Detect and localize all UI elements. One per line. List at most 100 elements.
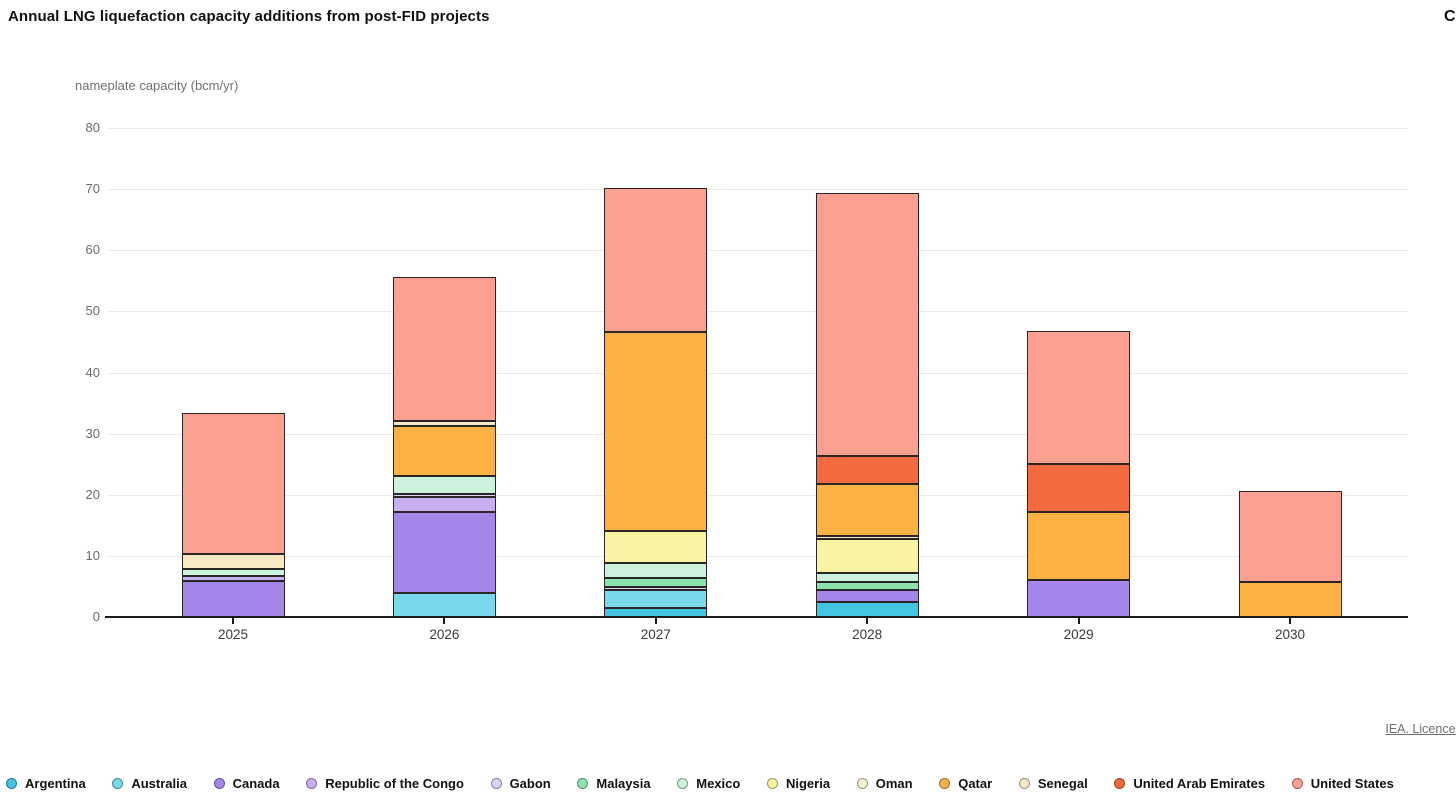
- legend-label: Argentina: [25, 776, 86, 791]
- gridline: [108, 128, 1408, 129]
- bar-segment-2028-united-arab-emirates[interactable]: [815, 456, 919, 485]
- bar-segment-2025-united-states[interactable]: [181, 413, 285, 555]
- bar-segment-2026-senegal[interactable]: [392, 421, 496, 427]
- y-axis-tick-label: 80: [85, 120, 100, 135]
- gridline: [108, 372, 1408, 374]
- legend-label: Republic of the Congo: [325, 776, 464, 791]
- bar-segment-2029-canada[interactable]: [1027, 580, 1131, 617]
- bar-segment-2028-canada[interactable]: [815, 590, 919, 602]
- bar-segment-2025-senegal[interactable]: [181, 554, 285, 569]
- legend: Argentina Australia Canada Republic of the …: [6, 776, 1394, 791]
- gridline: [108, 555, 1408, 557]
- bar-segment-2026-australia[interactable]: [392, 593, 496, 617]
- bar-segment-2026-canada[interactable]: [392, 511, 496, 594]
- legend-item-united-states[interactable]: United States: [1291, 776, 1394, 791]
- legend-label: United States: [1310, 776, 1394, 791]
- legend-label: Canada: [232, 776, 280, 791]
- bar-segment-2028-united-states[interactable]: [815, 193, 919, 457]
- bar-segment-2027-qatar[interactable]: [604, 332, 708, 532]
- legend-label: Senegal: [1037, 776, 1088, 791]
- bar-segment-2027-nigeria[interactable]: [604, 531, 708, 564]
- bar-segment-2026-mexico[interactable]: [392, 476, 496, 495]
- legend-marker-united-states-icon: [1291, 778, 1303, 789]
- legend-item-qatar[interactable]: Qatar: [939, 776, 992, 791]
- bar-segment-2030-united-states[interactable]: [1238, 491, 1342, 582]
- legend-item-oman[interactable]: Oman: [856, 776, 913, 791]
- bar-segment-2027-gabon[interactable]: [604, 587, 708, 591]
- gridline: [108, 433, 1408, 435]
- bar-segment-2030-qatar[interactable]: [1238, 581, 1342, 617]
- legend-marker-nigeria-icon: [766, 778, 778, 789]
- bar-segment-2026-qatar[interactable]: [392, 426, 496, 477]
- x-axis-label: 2027: [640, 627, 671, 642]
- bar-segment-2028-mexico[interactable]: [815, 572, 919, 582]
- x-axis-label: 2030: [1274, 627, 1306, 642]
- legend-marker-canada-icon: [213, 778, 225, 789]
- x-axis-line: [105, 616, 1408, 618]
- legend-marker-mexico-icon: [677, 778, 689, 789]
- legend-item-argentina[interactable]: Argentina: [6, 776, 86, 791]
- legend-item-united-arab-emirates[interactable]: United Arab Emirates: [1114, 776, 1265, 791]
- x-axis-tick: [232, 617, 234, 624]
- legend-item-australia[interactable]: Australia: [112, 776, 187, 791]
- y-axis-tick-label: 40: [85, 364, 100, 380]
- y-axis-label: nameplate capacity (bcm/yr): [75, 78, 239, 93]
- y-axis-tick-label: 0: [92, 609, 100, 624]
- legend-label: Nigeria: [785, 776, 831, 791]
- iea-licence-link[interactable]: IEA. Licence:: [1385, 722, 1456, 736]
- legend-marker-united-arab-emirates-icon: [1114, 778, 1126, 789]
- legend-item-malaysia[interactable]: Malaysia: [577, 776, 651, 791]
- legend-item-nigeria[interactable]: Nigeria: [766, 776, 831, 791]
- bar-segment-2025-republic-of-the-congo[interactable]: [181, 576, 285, 581]
- x-axis-tick: [443, 617, 446, 624]
- top-right-control-fragment[interactable]: C: [1444, 8, 1456, 25]
- legend-item-gabon[interactable]: Gabon: [490, 776, 551, 791]
- y-axis-tick-label: 10: [85, 547, 100, 563]
- bar-segment-2029-qatar[interactable]: [1027, 512, 1131, 581]
- x-axis-tick: [1289, 617, 1291, 624]
- legend-label: Qatar: [958, 776, 993, 791]
- legend-marker-argentina-icon: [6, 778, 17, 789]
- bar-segment-2028-nigeria[interactable]: [815, 539, 919, 573]
- legend-item-republic-of-the-congo[interactable]: Republic of the Congo: [306, 776, 464, 791]
- legend-marker-qatar-icon: [939, 778, 951, 789]
- legend-label: Malaysia: [596, 776, 651, 791]
- legend-label: Gabon: [509, 776, 551, 791]
- x-axis-tick: [654, 617, 657, 624]
- legend-label: United Arab Emirates: [1133, 776, 1266, 791]
- bar-segment-2027-malaysia[interactable]: [604, 577, 708, 588]
- legend-marker-gabon-icon: [490, 778, 502, 789]
- bar-segment-2027-united-states[interactable]: [604, 187, 708, 333]
- bar-segment-2028-argentina[interactable]: [815, 601, 919, 617]
- x-axis-tick: [866, 617, 869, 624]
- x-axis-label: 2026: [429, 627, 460, 642]
- x-axis-label: 2028: [852, 627, 883, 642]
- bar-segment-2026-gabon[interactable]: [392, 494, 496, 497]
- bar-segment-2028-malaysia[interactable]: [815, 581, 919, 591]
- legend-item-senegal[interactable]: Senegal: [1018, 776, 1088, 791]
- legend-label: Oman: [875, 776, 913, 791]
- bar-segment-2028-qatar[interactable]: [815, 484, 919, 537]
- bar-segment-2028-oman[interactable]: [815, 536, 919, 540]
- bar-segment-2026-republic-of-the-congo[interactable]: [392, 496, 496, 512]
- x-axis-label: 2025: [217, 627, 249, 642]
- legend-item-canada[interactable]: Canada: [213, 776, 280, 791]
- bar-segment-2027-australia[interactable]: [604, 590, 708, 609]
- bar-segment-2025-mexico[interactable]: [181, 568, 285, 577]
- y-axis-tick-label: 20: [85, 486, 100, 502]
- gridline: [108, 250, 1408, 252]
- legend-item-mexico[interactable]: Mexico: [677, 776, 740, 791]
- bar-segment-2027-mexico[interactable]: [604, 563, 708, 578]
- bar-segment-2025-canada[interactable]: [181, 580, 285, 617]
- legend-marker-oman-icon: [856, 778, 868, 789]
- x-axis-label: 2029: [1063, 627, 1094, 642]
- legend-marker-malaysia-icon: [577, 778, 589, 789]
- bar-segment-2029-united-states[interactable]: [1027, 330, 1131, 464]
- gridline: [108, 311, 1408, 313]
- legend-marker-senegal-icon: [1018, 778, 1030, 789]
- chart-title: Annual LNG liquefaction capacity additio…: [8, 8, 490, 25]
- bar-segment-2026-united-states[interactable]: [392, 277, 496, 422]
- x-axis-tick: [1077, 617, 1080, 624]
- bar-segment-2029-united-arab-emirates[interactable]: [1027, 463, 1131, 513]
